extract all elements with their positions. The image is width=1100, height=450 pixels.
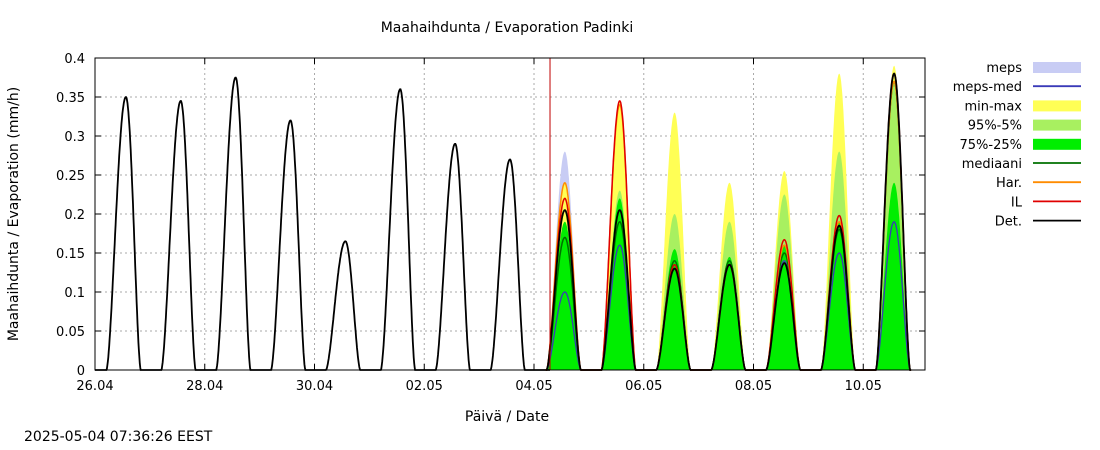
legend-label: 75%-25% [960,138,1022,153]
x-tick-label: 10.05 [845,379,882,394]
legend-label: mediaani [962,157,1022,172]
y-tick-label: 0 [77,364,85,379]
legend-swatch [1033,62,1081,73]
footer-timestamp: 2025-05-04 07:36:26 EEST [24,429,213,445]
y-tick-label: 0.4 [64,52,85,67]
legend-swatch [1033,100,1081,112]
legend-label: IL [1011,195,1023,210]
y-tick-label: 0.1 [64,286,85,301]
legend-label: Har. [996,176,1022,191]
band-p75_25 [874,182,912,370]
legend: meps meps-med min-max 95%-5% 75%-25% mediaani… [953,61,1081,230]
band-p75_25 [765,245,802,370]
legend-label: Det. [995,215,1022,230]
x-tick-label: 04.05 [515,379,552,394]
legend-label: min-max [964,99,1022,114]
x-tick-label: 02.05 [406,379,443,394]
band-p75_25 [710,256,747,370]
y-axis-ticks: 0 0.05 0.1 0.15 0.2 0.25 0.3 0.35 0.4 [56,52,925,379]
y-tick-label: 0.25 [56,169,85,184]
chart-title: Maahaihdunta / Evaporation Padinki [381,20,634,36]
series-lines [95,72,912,371]
y-tick-label: 0.15 [56,247,85,262]
band-p75_25 [655,249,692,370]
x-axis-label: Päivä / Date [465,409,549,425]
x-tick-label: 28.04 [186,379,223,394]
x-tick-label: 30.04 [296,379,333,394]
y-tick-label: 0.2 [64,208,85,223]
y-tick-label: 0.3 [64,130,85,145]
y-axis-label: Maahaihdunta / Evaporation (mm/h) [6,87,22,341]
legend-label: meps [986,61,1022,76]
legend-label: 95%-5% [968,119,1022,134]
y-tick-label: 0.05 [56,325,85,340]
legend-swatch [1033,138,1081,150]
band-p75_25 [820,221,857,370]
x-tick-label: 26.04 [76,379,113,394]
series-line-det [545,72,912,371]
x-axis-ticks: 26.04 28.04 30.04 02.05 04.05 06.05 08.05 10.05 [76,58,882,394]
x-tick-label: 06.05 [625,379,662,394]
legend-label: meps-med [953,80,1022,95]
x-tick-label: 08.05 [735,379,772,394]
band-p75_25 [600,198,637,370]
legend-swatch [1033,119,1081,131]
y-tick-label: 0.35 [56,91,85,106]
